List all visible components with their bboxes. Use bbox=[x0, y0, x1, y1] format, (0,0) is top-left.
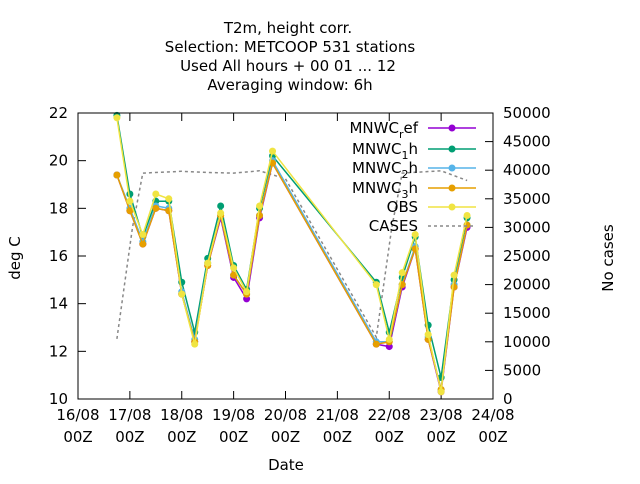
legend-swatch-marker bbox=[448, 164, 456, 172]
legend-label: MNWC3h bbox=[352, 179, 418, 201]
data-point bbox=[437, 388, 445, 396]
legend-swatch-marker bbox=[448, 184, 456, 192]
data-point bbox=[217, 202, 225, 210]
plot-frame bbox=[77, 112, 494, 400]
data-point bbox=[424, 331, 432, 339]
y2-tick-label: 50000 bbox=[503, 104, 551, 122]
title-line-1: T2m, height corr. bbox=[223, 19, 352, 37]
x-tick-label-hour: 00Z bbox=[271, 428, 300, 446]
legend-swatch-marker bbox=[448, 124, 456, 132]
legend-label: MNWCref bbox=[349, 119, 418, 141]
legend-label: OBS bbox=[387, 198, 418, 216]
y-tick-label: 22 bbox=[49, 104, 68, 122]
data-point bbox=[139, 231, 147, 239]
title-line-4: Averaging window: 6h bbox=[207, 76, 372, 94]
y-axis-label: deg C bbox=[6, 236, 24, 280]
data-point bbox=[450, 283, 458, 291]
legend-swatch-marker bbox=[448, 203, 456, 211]
series-cases bbox=[116, 170, 468, 340]
y2-axis-label: No cases bbox=[599, 224, 617, 292]
data-point bbox=[256, 202, 264, 210]
data-point bbox=[269, 147, 277, 155]
y2-tick-label: 0 bbox=[503, 390, 513, 408]
x-tick-label: 19/08 bbox=[212, 406, 255, 424]
x-tick-label: 20/08 bbox=[264, 406, 307, 424]
data-point bbox=[398, 269, 406, 277]
x-tick-label-hour: 00Z bbox=[219, 428, 248, 446]
x-tick-label: 16/08 bbox=[56, 406, 99, 424]
x-tick-label-hour: 00Z bbox=[426, 428, 455, 446]
y-tick-label: 18 bbox=[49, 199, 68, 217]
x-tick-label-hour: 00Z bbox=[115, 428, 144, 446]
legend-label: MNWC2h bbox=[352, 159, 418, 181]
y2-tick-label: 30000 bbox=[503, 218, 551, 236]
x-tick-label: 22/08 bbox=[368, 406, 411, 424]
x-tick-label: 24/08 bbox=[471, 406, 514, 424]
data-point bbox=[372, 281, 380, 289]
series-obs bbox=[113, 114, 471, 396]
data-point bbox=[152, 190, 160, 198]
y-tick-label: 10 bbox=[49, 390, 68, 408]
x-tick-label-hour: 00Z bbox=[323, 428, 352, 446]
x-tick-label-hour: 00Z bbox=[375, 428, 404, 446]
x-tick-label: 23/08 bbox=[420, 406, 463, 424]
legend-label: MNWC1h bbox=[352, 140, 418, 162]
data-point bbox=[126, 197, 134, 205]
title-line-2: Selection: METCOOP 531 stations bbox=[165, 38, 416, 56]
y-tick-label: 14 bbox=[49, 295, 68, 313]
data-point bbox=[165, 195, 173, 203]
x-tick-label: 17/08 bbox=[108, 406, 151, 424]
y2-tick-label: 15000 bbox=[503, 304, 551, 322]
data-point bbox=[372, 340, 380, 348]
y2-tick-label: 5000 bbox=[503, 361, 541, 379]
x-tick-label-hour: 00Z bbox=[478, 428, 507, 446]
axis-ticks: 10 12 14 16 18 20 22 0 5000 10000 15000 20000 25000 3… bbox=[49, 104, 551, 446]
y2-tick-label: 35000 bbox=[503, 190, 551, 208]
x-tick-label: 18/08 bbox=[160, 406, 203, 424]
data-point bbox=[243, 288, 251, 296]
data-point bbox=[463, 211, 471, 219]
x-tick-label: 21/08 bbox=[316, 406, 359, 424]
y-tick-label: 20 bbox=[49, 152, 68, 170]
y2-tick-label: 20000 bbox=[503, 276, 551, 294]
data-point bbox=[113, 171, 121, 179]
data-point bbox=[152, 204, 160, 212]
data-point bbox=[230, 271, 238, 279]
data-point bbox=[230, 264, 238, 272]
data-point bbox=[385, 335, 393, 343]
y2-tick-label: 25000 bbox=[503, 247, 551, 265]
data-point bbox=[450, 271, 458, 279]
y-tick-label: 16 bbox=[49, 247, 68, 265]
y2-tick-label: 10000 bbox=[503, 333, 551, 351]
legend-swatch-marker bbox=[448, 145, 456, 153]
series-line bbox=[116, 170, 468, 340]
legend-label: CASES bbox=[369, 217, 418, 235]
y-tick-label: 12 bbox=[49, 342, 68, 360]
x-tick-label-hour: 00Z bbox=[167, 428, 196, 446]
data-point bbox=[113, 114, 121, 122]
series-group bbox=[113, 111, 471, 396]
data-point bbox=[411, 231, 419, 239]
data-point bbox=[139, 240, 147, 248]
title-line-3: Used All hours + 00 01 ... 12 bbox=[180, 57, 396, 75]
data-point bbox=[217, 209, 225, 217]
data-point bbox=[191, 340, 199, 348]
chart-title: T2m, height corr. Selection: METCOOP 531… bbox=[165, 19, 416, 94]
x-axis-label: Date bbox=[268, 456, 304, 474]
data-point bbox=[178, 290, 186, 298]
x-tick-label-hour: 00Z bbox=[63, 428, 92, 446]
data-point bbox=[204, 259, 212, 267]
y2-tick-label: 45000 bbox=[503, 133, 551, 151]
data-point bbox=[126, 207, 134, 215]
y2-tick-label: 40000 bbox=[503, 161, 551, 179]
